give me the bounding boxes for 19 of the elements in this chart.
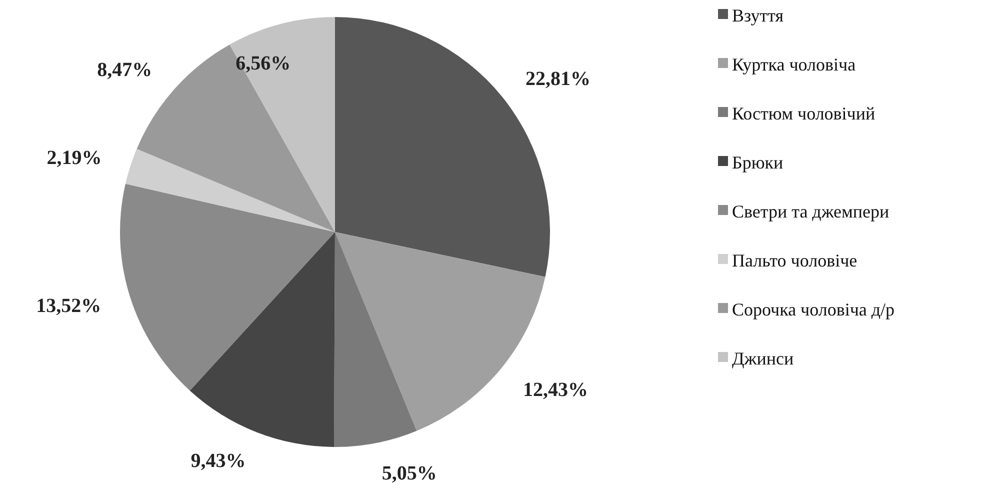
legend-label: Джинси [732,348,794,368]
pie-slice [120,184,335,391]
data-label: 8,47% [97,59,152,82]
data-label: 6,56% [236,52,291,75]
legend-label: Пальто чоловіче [732,250,858,270]
legend-label: Куртка чоловіча [732,54,856,74]
pie-slice [190,232,335,447]
legend-label: Сорочка чоловіча д/р [732,299,895,320]
legend-label: Костюм чоловічий [732,103,876,124]
data-label: 13,52% [36,294,102,317]
legend-label: Светри та джемпери [732,201,890,222]
pie-slice [334,232,417,447]
data-label: 9,43% [190,450,246,472]
data-label: 5,05% [382,462,437,484]
legend-label: Взуття [732,5,784,26]
data-label: 2,19% [46,146,102,169]
data-label: 12,43% [523,379,588,402]
legend-label: Брюки [732,152,784,172]
data-label: 22,81% [525,68,590,90]
